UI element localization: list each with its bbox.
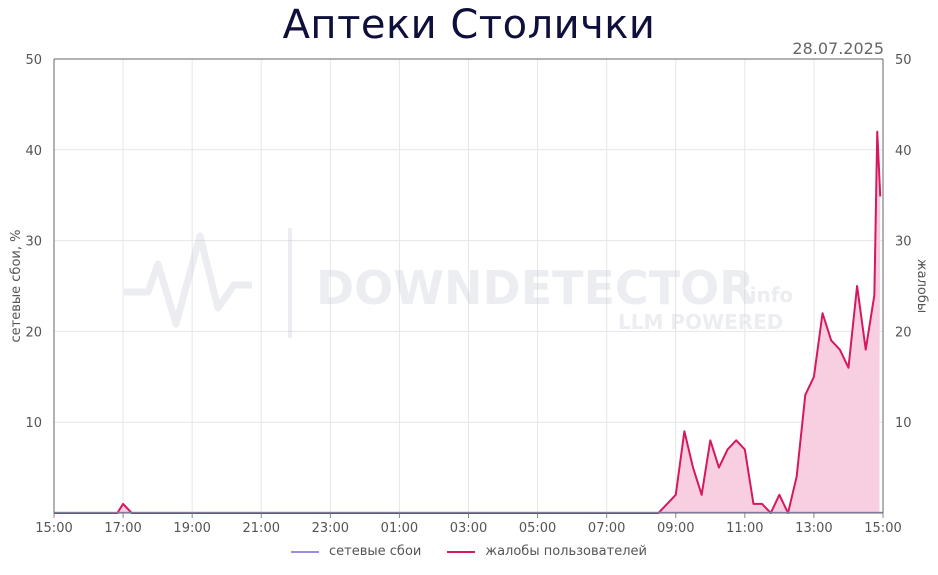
y-tick-label-left: 10 xyxy=(25,416,42,431)
y-tick-label-right: 10 xyxy=(895,416,912,431)
legend: сетевые сбои жалобы пользователей xyxy=(0,544,938,559)
x-tick-label: 09:00 xyxy=(657,521,694,536)
watermark: DOWNDETECTOR .info LLM POWERED xyxy=(124,228,793,338)
y-axis-label-left: сетевые сбои, % xyxy=(9,230,24,343)
axes: 10 10 20 20 30 30 40 40 50 50 15:00 17:00 19:00 21:00… xyxy=(25,53,911,536)
x-tick-label: 15:00 xyxy=(864,521,901,536)
y-axis-label-right: жалобы xyxy=(914,259,929,313)
legend-swatch-complaints xyxy=(447,550,476,553)
watermark-pulse-icon xyxy=(124,232,252,328)
x-tick-label: 05:00 xyxy=(519,521,556,536)
x-tick-label: 17:00 xyxy=(104,521,141,536)
watermark-sub: LLM POWERED xyxy=(618,310,783,334)
legend-label-outages: сетевые сбои xyxy=(329,544,422,559)
x-tick-label: 13:00 xyxy=(795,521,832,536)
complaints-line xyxy=(54,130,882,514)
legend-item-outages[interactable]: сетевые сбои xyxy=(291,544,421,559)
y-tick-label-right: 50 xyxy=(895,53,912,68)
y-tick-label-left: 20 xyxy=(25,325,42,340)
legend-item-complaints[interactable]: жалобы пользователей xyxy=(447,544,647,559)
watermark-suffix: .info xyxy=(742,283,793,307)
y-tick-label-right: 30 xyxy=(895,235,912,250)
y-tick-label-right: 40 xyxy=(895,144,912,159)
x-tick-label: 01:00 xyxy=(381,521,418,536)
y-tick-label-left: 30 xyxy=(25,235,42,250)
x-tick-label: 11:00 xyxy=(726,521,763,536)
x-tick-label: 07:00 xyxy=(588,521,625,536)
x-tick-label: 19:00 xyxy=(173,521,210,536)
y-tick-label-left: 40 xyxy=(25,144,42,159)
x-tick-label: 21:00 xyxy=(243,521,280,536)
legend-swatch-outages xyxy=(291,550,320,553)
watermark-brand: DOWNDETECTOR xyxy=(316,261,755,315)
chart-title: Аптеки Столички xyxy=(282,2,656,48)
y-tick-label-right: 20 xyxy=(895,325,912,340)
x-tick-label: 15:00 xyxy=(35,521,72,536)
chart-date: 28.07.2025 xyxy=(792,39,884,58)
legend-label-complaints: жалобы пользователей xyxy=(485,544,647,559)
x-tick-label: 23:00 xyxy=(312,521,349,536)
y-tick-label-left: 50 xyxy=(25,53,42,68)
x-tick-label: 03:00 xyxy=(450,521,487,536)
